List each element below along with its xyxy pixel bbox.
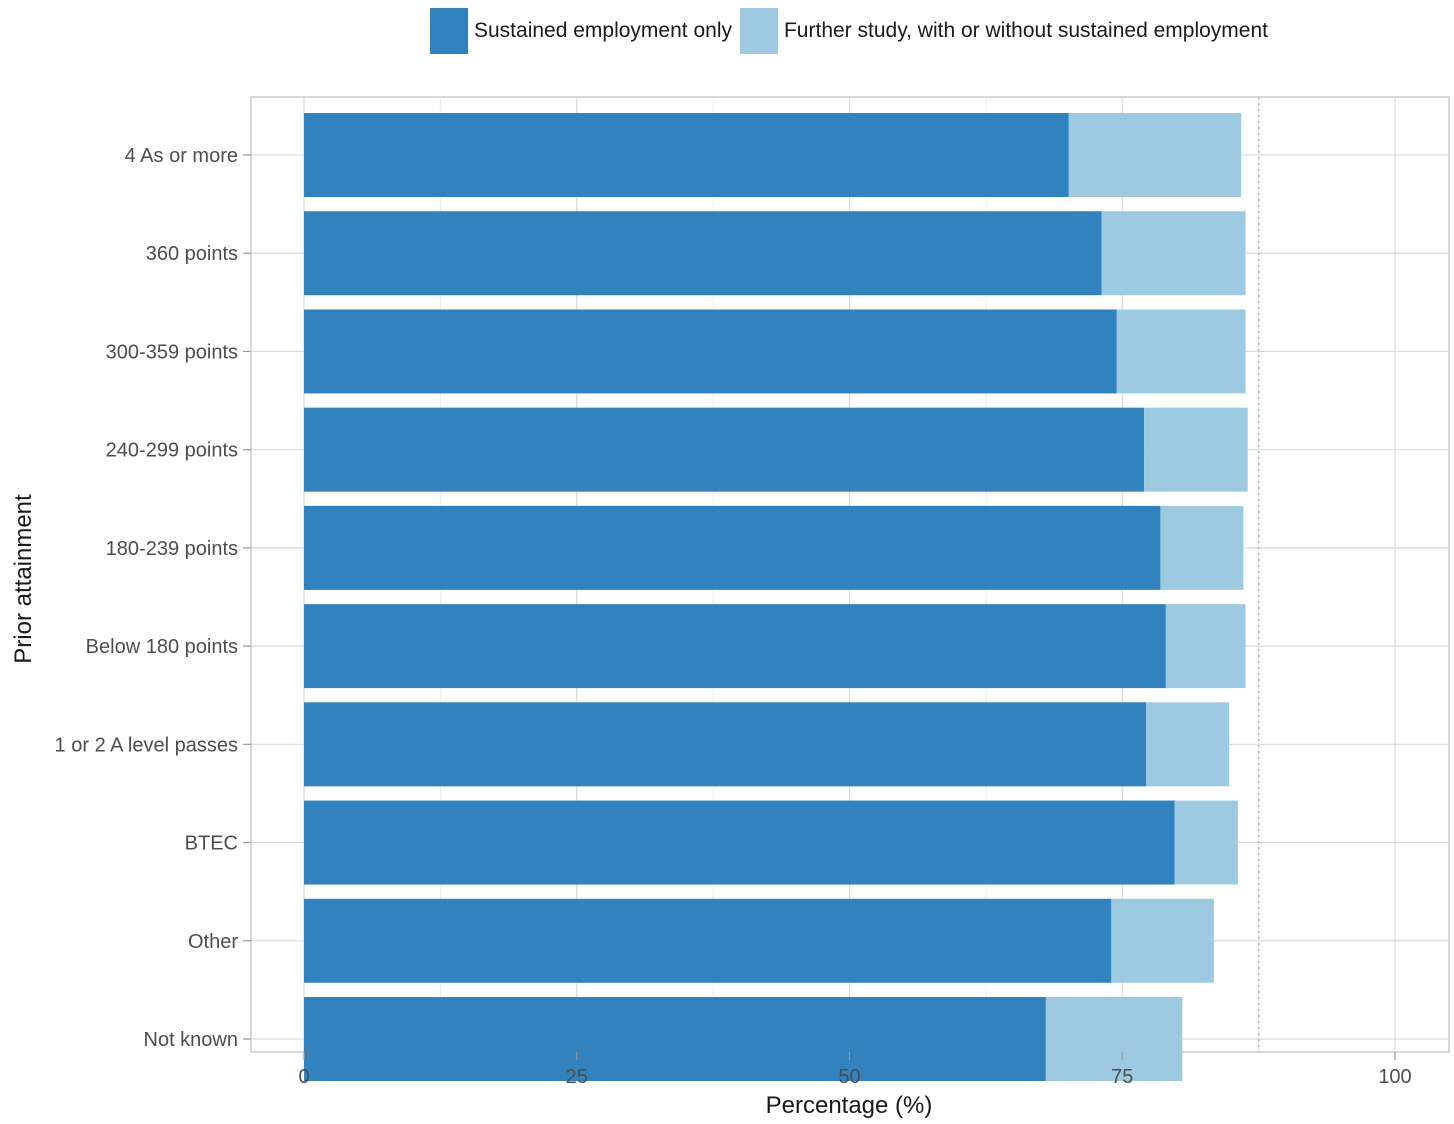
y-tick-label: 240-299 points	[106, 440, 238, 462]
bar-employment	[304, 997, 1046, 1081]
bar-employment	[304, 407, 1145, 492]
bar-further-study	[1068, 113, 1242, 197]
bar-employment	[304, 211, 1102, 296]
y-tick-label: 4 As or more	[125, 145, 238, 167]
bar-further-study	[1144, 407, 1248, 492]
legend-item-further-study: Further study, with or without sustained…	[739, 8, 1268, 54]
legend-swatch-employment	[430, 8, 468, 54]
y-tick-label: 1 or 2 A level passes	[55, 734, 238, 756]
y-tick-label: Other	[188, 931, 238, 953]
x-tick-label: 25	[566, 1066, 588, 1088]
y-tick-label: Below 180 points	[86, 636, 238, 658]
bar-employment	[304, 309, 1117, 394]
x-tick-label: 50	[838, 1066, 860, 1088]
bar-employment	[304, 604, 1166, 689]
bar-further-study	[1111, 898, 1214, 983]
y-tick-label: 360 points	[146, 243, 238, 265]
legend-item-employment: Sustained employment only	[430, 8, 732, 54]
legend: Sustained employment only Further study,…	[430, 8, 1276, 54]
x-axis-title: Percentage (%)	[765, 1092, 933, 1119]
bar-employment	[304, 505, 1161, 590]
y-tick-label: 180-239 points	[106, 538, 238, 560]
bar-employment	[304, 800, 1175, 885]
y-tick-label: 300-359 points	[106, 341, 238, 363]
x-tick-label: 0	[298, 1066, 309, 1088]
legend-label-further-study: Further study, with or without sustained…	[783, 19, 1268, 42]
y-tick-label: Not known	[144, 1029, 239, 1051]
x-tick-label: 100	[1378, 1066, 1411, 1088]
bar-further-study	[1174, 800, 1238, 885]
y-tick-label: BTEC	[185, 833, 238, 855]
bar-employment	[304, 113, 1069, 197]
bar-further-study	[1146, 702, 1230, 787]
bar-further-study	[1101, 211, 1246, 296]
bar-further-study	[1160, 505, 1244, 590]
legend-swatch-further-study	[739, 8, 778, 54]
bar-further-study	[1165, 604, 1246, 689]
bar-employment	[304, 898, 1112, 983]
bar-employment	[304, 702, 1147, 787]
bar-further-study	[1116, 309, 1246, 394]
x-tick-label: 75	[1111, 1066, 1133, 1088]
legend-label-employment: Sustained employment only	[474, 19, 732, 42]
bar-further-study	[1045, 997, 1183, 1081]
